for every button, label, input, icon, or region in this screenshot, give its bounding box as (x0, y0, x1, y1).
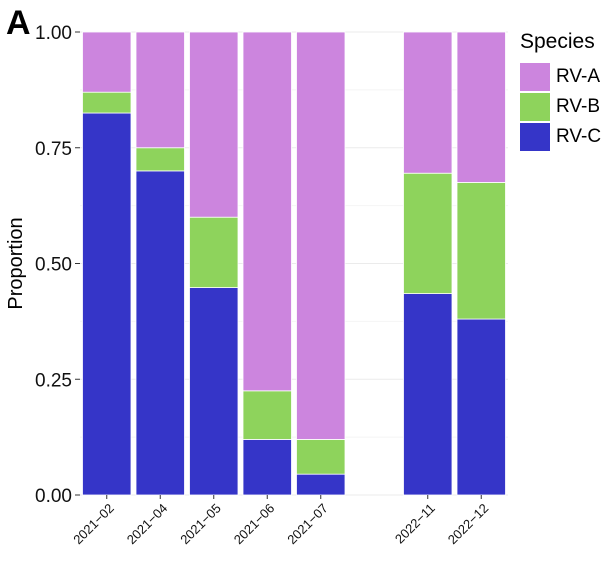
legend-item-rv-b: RV-B (520, 92, 601, 122)
bar-segment-rv-c (403, 293, 453, 496)
legend-swatch-rv-c (520, 123, 550, 151)
bar-segment-rv-a (135, 31, 185, 149)
legend-title: Species (520, 30, 595, 53)
bar-segment-rv-b (82, 91, 132, 114)
bar-segment-rv-a (403, 31, 453, 174)
x-tick-label: 2022−12 (445, 501, 492, 548)
legend-label-rv-b: RV-B (556, 96, 601, 117)
y-tick-label: 0.00 (35, 486, 72, 507)
legend-label-rv-c: RV-C (556, 126, 602, 147)
y-axis-title: Proportion (5, 217, 27, 309)
bar-segment-rv-c (189, 287, 239, 496)
legend-label-rv-a: RV-A (556, 66, 601, 87)
bar-segment-rv-c (456, 318, 506, 496)
legend: Species RV-A RV-B RV-C (520, 30, 601, 152)
bar-segment-rv-b (242, 390, 292, 440)
y-tick-label: 1.00 (35, 23, 72, 44)
bar-segment-rv-a (189, 31, 239, 218)
x-tick-label: 2021−05 (177, 501, 224, 548)
x-tick-label: 2021−07 (284, 501, 331, 548)
x-tick-label: 2021−06 (231, 501, 278, 548)
bar-segment-rv-b (135, 147, 185, 172)
legend-item-rv-c: RV-C (520, 122, 601, 152)
panel-label: A (6, 4, 31, 42)
bar-segment-rv-a (82, 31, 132, 93)
x-tick-label: 2021−02 (70, 501, 117, 548)
bar-segment-rv-b (296, 439, 346, 475)
bar-segment-rv-c (242, 439, 292, 496)
bar-segment-rv-a (242, 31, 292, 392)
y-tick-label: 0.25 (35, 370, 72, 391)
bar-segment-rv-b (456, 182, 506, 320)
bar-segment-rv-a (296, 31, 346, 440)
bar-segment-rv-a (456, 31, 506, 183)
x-tick-label: 2021−04 (124, 501, 171, 548)
bar-segment-rv-b (189, 216, 239, 288)
bar-segment-rv-c (135, 170, 185, 496)
legend-item-rv-a: RV-A (520, 62, 601, 92)
bar-segment-rv-c (82, 112, 132, 496)
legend-swatch-rv-b (520, 93, 550, 121)
x-tick-label: 2022−11 (392, 501, 438, 547)
bar-segment-rv-b (403, 172, 453, 294)
y-tick-label: 0.50 (35, 255, 72, 276)
legend-swatch-rv-a (520, 63, 550, 91)
y-tick-label: 0.75 (35, 139, 72, 160)
bar-segment-rv-c (296, 473, 346, 496)
